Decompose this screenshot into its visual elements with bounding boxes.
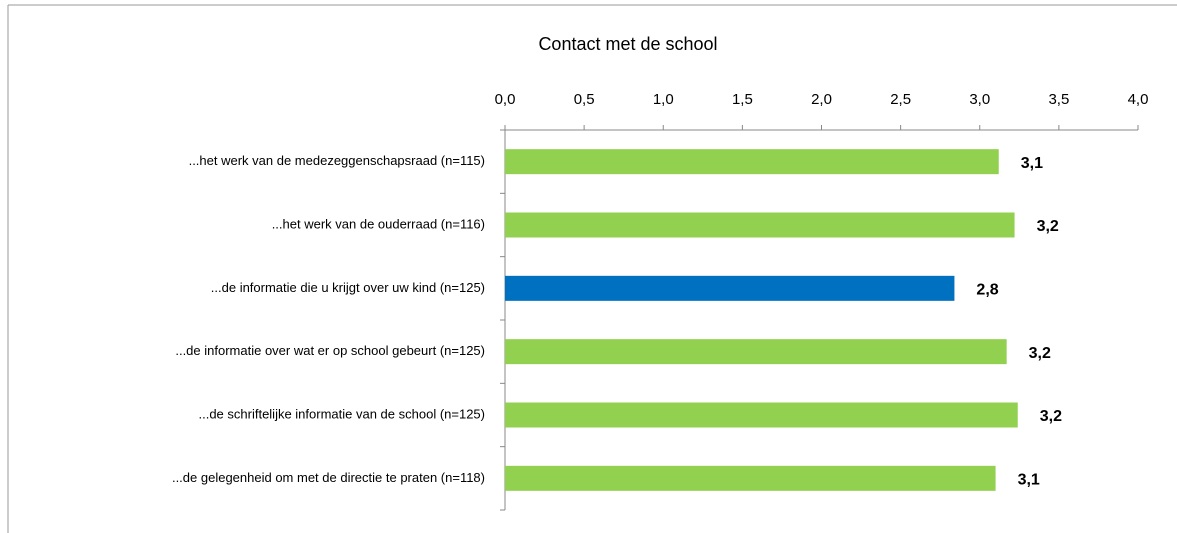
category-label: ...het werk van de ouderraad (n=116) (272, 216, 485, 231)
category-label: ...de gelegenheid om met de directie te … (172, 470, 485, 485)
value-label: 3,2 (1029, 345, 1051, 362)
value-label: 2,8 (976, 282, 998, 299)
x-tick-label: 2,0 (811, 91, 832, 108)
x-tick-label: 3,5 (1048, 91, 1069, 108)
bar (505, 149, 999, 175)
value-label: 3,2 (1040, 408, 1062, 425)
x-tick-label: 4,0 (1128, 91, 1149, 108)
value-label: 3,2 (1037, 218, 1059, 235)
x-tick-label: 0,0 (495, 91, 516, 108)
x-tick-label: 2,5 (890, 91, 911, 108)
bar (505, 275, 955, 301)
category-label: ...het werk van de medezeggenschapsraad … (189, 153, 485, 168)
x-tick-label: 0,5 (574, 91, 595, 108)
category-label: ...de schriftelijke informatie van de sc… (198, 406, 485, 421)
value-label: 3,1 (1021, 155, 1043, 172)
bar (505, 402, 1018, 428)
category-label: ...de informatie over wat er op school g… (175, 343, 485, 358)
bar (505, 212, 1015, 238)
bar (505, 339, 1007, 365)
bar (505, 465, 996, 491)
x-tick-label: 3,0 (969, 91, 990, 108)
value-label: 3,1 (1018, 472, 1040, 489)
chart-title: Contact met de school (538, 34, 717, 54)
x-tick-label: 1,5 (732, 91, 753, 108)
x-tick-label: 1,0 (653, 91, 674, 108)
category-label: ...de informatie die u krijgt over uw ki… (211, 280, 485, 295)
